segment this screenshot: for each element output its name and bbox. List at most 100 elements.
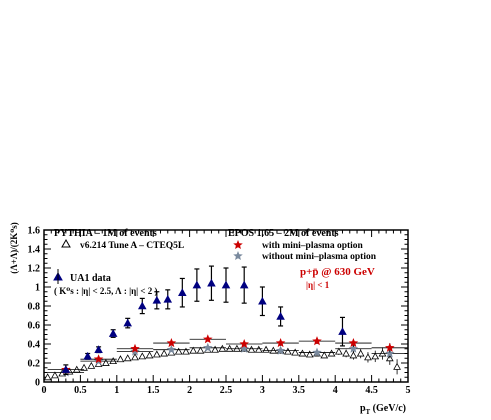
- pythia-point: [160, 349, 168, 357]
- x-tick-label: 0: [42, 385, 47, 396]
- pythia-point: [102, 358, 110, 366]
- ua1-point: [83, 351, 92, 360]
- ua1-point: [138, 301, 147, 310]
- epos-with-point: [130, 343, 140, 353]
- pythia-point: [371, 352, 380, 360]
- ua1-point: [207, 278, 216, 287]
- epos-with-point: [275, 338, 286, 348]
- legend-epos-without-marker: [233, 251, 243, 261]
- epos-without-point: [203, 342, 213, 352]
- ua1-point: [94, 345, 103, 353]
- ua1-point: [108, 329, 118, 337]
- epos-with-point: [348, 338, 359, 348]
- epos-without-point: [312, 347, 322, 357]
- pythia-point: [254, 345, 263, 353]
- ua1-point: [192, 280, 202, 289]
- pythia-point: [116, 355, 125, 363]
- series-layer: [43, 265, 408, 381]
- pythia-point: [138, 352, 147, 360]
- epos-without-point: [275, 345, 286, 355]
- x-tick-label: 0.5: [74, 385, 87, 396]
- pythia-point: [218, 344, 227, 352]
- legend-epos-with-marker: [233, 240, 243, 250]
- epos-with-point: [312, 336, 322, 346]
- legend-ua1-cuts: ( K⁰s : |η| < 2.5, Λ : |η| < 2 ): [54, 286, 158, 296]
- x-axis-label: pT (GeV/c): [360, 403, 406, 416]
- legend-ua1-label: UA1 data: [70, 273, 111, 284]
- x-tick-label: 4: [333, 385, 338, 396]
- pythia-point: [43, 373, 52, 381]
- pythia-point: [349, 351, 358, 359]
- x-tick-label: 3: [260, 385, 265, 396]
- ua1-point: [178, 288, 187, 296]
- pythia-point: [291, 348, 300, 356]
- pythia-point: [356, 349, 365, 357]
- pythia-point: [262, 345, 270, 353]
- pythia-point: [327, 349, 336, 357]
- pythia-point: [298, 349, 307, 357]
- ua1-point: [163, 294, 173, 303]
- x-axis-label-unit: (GeV/c): [370, 403, 406, 414]
- y-axis-label: (Λ+Λ)/(2K⁰s): [9, 222, 19, 273]
- epos-with-point: [385, 342, 395, 352]
- ua1-point: [338, 327, 347, 335]
- y-tick-label: 1.6: [28, 226, 41, 237]
- pythia-point: [152, 350, 161, 358]
- pythia-point: [182, 347, 190, 355]
- epos-with-point: [93, 354, 104, 364]
- legend-pythia-title: PYTHIA – 1M of events: [54, 228, 157, 239]
- pythia-point: [334, 347, 343, 355]
- y-tick-label: 0.6: [28, 321, 41, 332]
- ua1-point: [258, 296, 267, 305]
- x-axis-label-main: p: [360, 403, 366, 414]
- pythia-point: [174, 347, 183, 355]
- legend-epos-title: EPOS 1.65 – 2M of events: [228, 228, 339, 239]
- ua1-point: [61, 365, 71, 373]
- y-tick-label: 0: [35, 378, 40, 389]
- x-tick-label: 1.5: [147, 385, 160, 396]
- y-tick-label: 1.4: [28, 245, 41, 256]
- legend-pythia-marker: [61, 238, 71, 248]
- epos-without-point: [166, 344, 177, 354]
- y-tick-label: 0.8: [28, 302, 41, 313]
- epos-with-point: [166, 338, 177, 348]
- epos-without-point: [385, 348, 395, 358]
- pythia-point: [305, 350, 314, 358]
- pythia-point: [123, 354, 132, 362]
- epos-with-point: [203, 334, 213, 344]
- pythia-point: [131, 353, 139, 361]
- legend-pythia-entry: v6.214 Tune A – CTEQ5L: [80, 241, 184, 251]
- epos-without-point: [130, 346, 140, 356]
- pythia-point: [284, 347, 292, 355]
- x-tick-label: 3.5: [293, 385, 306, 396]
- x-tick-label: 2: [187, 385, 192, 396]
- pythia-point: [393, 362, 401, 370]
- pythia-point: [80, 363, 88, 371]
- epos-without-point: [239, 343, 249, 353]
- x-tick-label: 5: [406, 385, 411, 396]
- pythia-point: [87, 361, 96, 369]
- y-tick-label: 0.4: [28, 340, 41, 351]
- x-tick-label: 1: [114, 385, 119, 396]
- pythia-point: [196, 346, 205, 354]
- pythia-point: [145, 351, 154, 359]
- y-tick-label: 1.2: [28, 264, 41, 275]
- pythia-point: [189, 346, 198, 354]
- y-axis-ticks: 0 0.2 0.4 0.6 0.8 1 1.2 1.4 1.6: [28, 226, 408, 389]
- pythia-point: [247, 345, 256, 353]
- ua1-point: [152, 295, 162, 304]
- y-tick-label: 0.2: [28, 359, 41, 370]
- y-tick-label: 1: [35, 283, 40, 294]
- legend-epos-with-entry: with mini–plasma option: [262, 241, 364, 251]
- pythia-point: [51, 371, 59, 379]
- pythia-point: [342, 349, 350, 357]
- pythia-point: [211, 345, 219, 353]
- x-axis-ticks: 0 0.5 1 1.5 2 2.5 3 3.5 4 4.5 5: [42, 230, 411, 396]
- pythia-point: [320, 351, 329, 359]
- epos-with-point: [239, 339, 249, 349]
- ua1-point: [276, 312, 285, 320]
- annotation-eta: |η| < 1: [306, 280, 330, 290]
- ua1-point: [221, 280, 231, 289]
- x-tick-label: 4.5: [365, 385, 378, 396]
